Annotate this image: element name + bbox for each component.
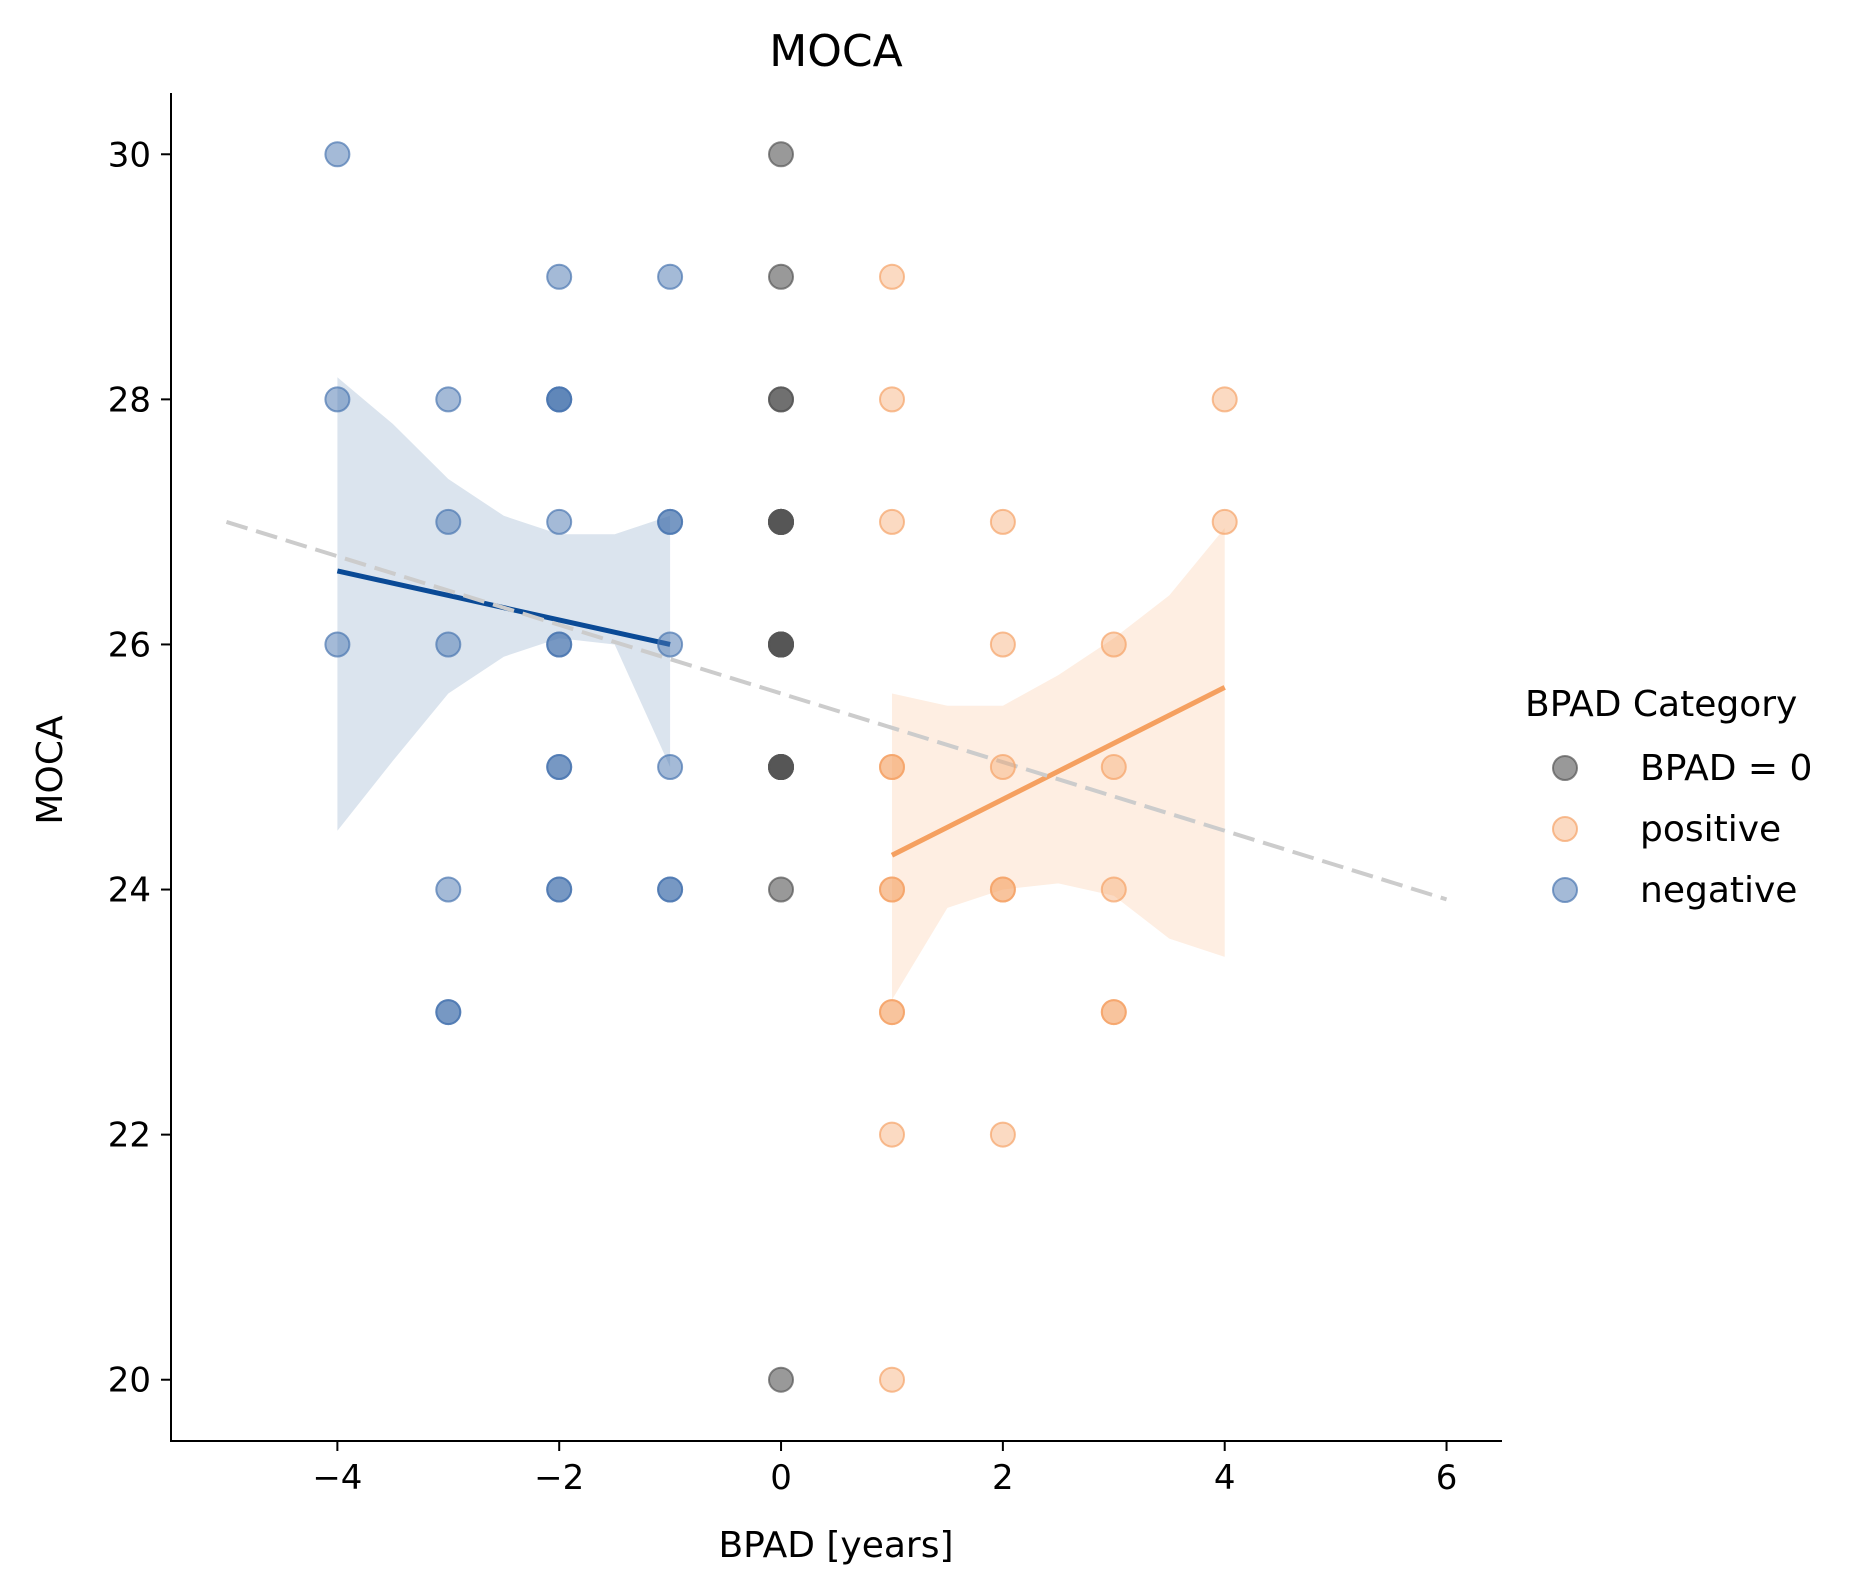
point-positive: [879, 386, 905, 413]
y-tick-label: 30: [108, 135, 151, 175]
point-negative: [435, 508, 462, 535]
x-tick-label: −4: [312, 1458, 362, 1498]
point-negative: [324, 386, 351, 413]
point-positive: [989, 1121, 1016, 1148]
point-positive: [879, 754, 905, 780]
point-bpad-0: [768, 754, 794, 780]
point-negative: [324, 141, 351, 168]
point-positive: [1100, 631, 1127, 658]
x-tick-label: −2: [534, 1458, 584, 1498]
legend-title: BPAD Category: [1525, 684, 1797, 725]
y-tick-label: 24: [108, 871, 151, 911]
x-tick-label: 6: [1436, 1458, 1458, 1498]
point-negative: [546, 263, 573, 290]
y-axis-label: MOCA: [30, 715, 71, 825]
point-negative: [435, 631, 462, 658]
axes: [170, 93, 1502, 1442]
point-negative: [657, 263, 684, 290]
legend-entries: BPAD = 0 positive negative: [1552, 748, 1812, 911]
point-bpad-0: [768, 141, 794, 168]
ci-band-negative: [337, 377, 671, 831]
x-tick-label: 0: [770, 1458, 792, 1498]
point-positive: [879, 1121, 905, 1148]
point-bpad-0: [768, 1366, 794, 1393]
point-bpad-0: [768, 386, 794, 413]
point-bpad-0: [768, 508, 794, 535]
point-negative: [435, 876, 462, 903]
x-tick-label: 2: [992, 1458, 1014, 1498]
y-tick-label: 20: [108, 1361, 151, 1401]
x-ticks: −4 −2 0 2 4 6: [312, 1441, 1457, 1498]
point-negative: [657, 508, 684, 535]
point-bpad-0: [768, 876, 794, 903]
point-negative: [546, 508, 573, 535]
point-positive: [989, 876, 1016, 903]
point-negative: [657, 876, 684, 903]
y-tick-label: 26: [108, 625, 151, 665]
y-tick-label: 28: [108, 380, 151, 420]
point-negative: [546, 386, 573, 413]
x-axis-label: BPAD [years]: [718, 1525, 953, 1566]
point-negative: [546, 754, 573, 780]
point-negative: [657, 631, 684, 658]
legend-label: negative: [1640, 870, 1797, 911]
point-negative: [546, 876, 573, 903]
fit-line-positive: [890, 685, 1226, 858]
point-positive: [1100, 999, 1127, 1026]
point-positive: [989, 631, 1016, 658]
point-bpad-0: [768, 263, 794, 290]
point-negative: [546, 631, 573, 658]
ci-band-positive: [892, 528, 1225, 1000]
fit-line-overall: [225, 519, 1448, 902]
legend-marker: [1552, 816, 1578, 842]
legend-marker: [1552, 877, 1578, 903]
point-positive: [879, 999, 905, 1026]
legend-label: positive: [1640, 809, 1781, 850]
point-positive: [1211, 508, 1238, 535]
point-negative: [657, 754, 684, 780]
point-bpad-0: [768, 631, 794, 658]
chart-title: MOCA: [769, 26, 902, 77]
point-positive: [1100, 754, 1127, 780]
legend-entry-bpad-0: BPAD = 0: [1552, 748, 1812, 789]
legend-entry-negative: negative: [1552, 870, 1797, 911]
fit-lines: [225, 519, 1448, 902]
x-tick-label: 4: [1214, 1458, 1236, 1498]
point-positive: [1211, 386, 1238, 413]
y-tick-label: 22: [108, 1116, 151, 1156]
legend-entry-positive: positive: [1552, 809, 1781, 850]
point-positive: [989, 754, 1016, 780]
point-negative: [435, 386, 462, 413]
legend-label: BPAD = 0: [1640, 748, 1812, 789]
scatter-points: [324, 141, 1238, 1393]
point-positive: [879, 876, 905, 903]
point-negative: [324, 631, 351, 658]
point-negative: [435, 999, 462, 1026]
point-positive: [989, 508, 1016, 535]
confidence-bands: [337, 377, 1225, 1000]
legend: BPAD Category BPAD = 0 positive negative: [1525, 684, 1812, 911]
legend-marker: [1552, 755, 1578, 781]
y-ticks: 20 22 24 26 28 30: [108, 135, 171, 1401]
point-positive: [879, 508, 905, 535]
point-positive: [1100, 876, 1127, 903]
point-positive: [879, 263, 905, 290]
point-positive: [879, 1366, 905, 1393]
